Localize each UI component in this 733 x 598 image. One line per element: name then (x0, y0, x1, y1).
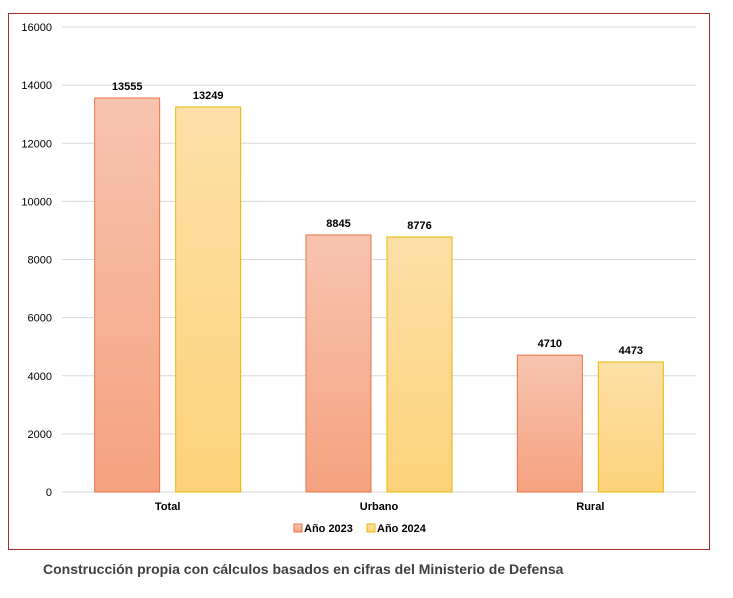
y-tick-label: 8000 (28, 255, 52, 267)
bar-total-2023 (94, 97, 161, 493)
data-label: 4710 (538, 338, 562, 350)
data-label: 13249 (193, 90, 224, 102)
y-tick-label: 10000 (21, 196, 52, 208)
legend-label: Año 2024 (377, 523, 427, 535)
bar-rural-2024 (597, 361, 664, 493)
chart-caption: Construcción propia con cálculos basados… (43, 561, 564, 577)
y-tick-label: 14000 (21, 80, 52, 92)
x-category-label: Urbano (360, 501, 399, 513)
data-label: 4473 (619, 345, 643, 357)
bar-urbano-2023 (305, 234, 372, 493)
bar-total-2024 (175, 106, 242, 493)
y-tick-label: 2000 (28, 429, 52, 441)
y-tick-label: 16000 (21, 22, 52, 34)
y-tick-label: 6000 (28, 313, 52, 325)
data-label: 8776 (407, 220, 431, 232)
x-category-label: Rural (576, 501, 604, 513)
bar-urbano-2024 (386, 236, 453, 493)
legend-swatch (366, 523, 376, 533)
y-tick-label: 0 (46, 487, 52, 499)
data-label: 8845 (326, 218, 350, 230)
bar-rural-2023 (516, 354, 583, 493)
legend-label: Año 2023 (304, 523, 353, 535)
x-category-label: Total (155, 501, 180, 513)
data-label: 13555 (112, 81, 143, 93)
legend-swatch (293, 523, 303, 533)
y-tick-label: 12000 (21, 138, 52, 150)
y-tick-label: 4000 (28, 371, 52, 383)
